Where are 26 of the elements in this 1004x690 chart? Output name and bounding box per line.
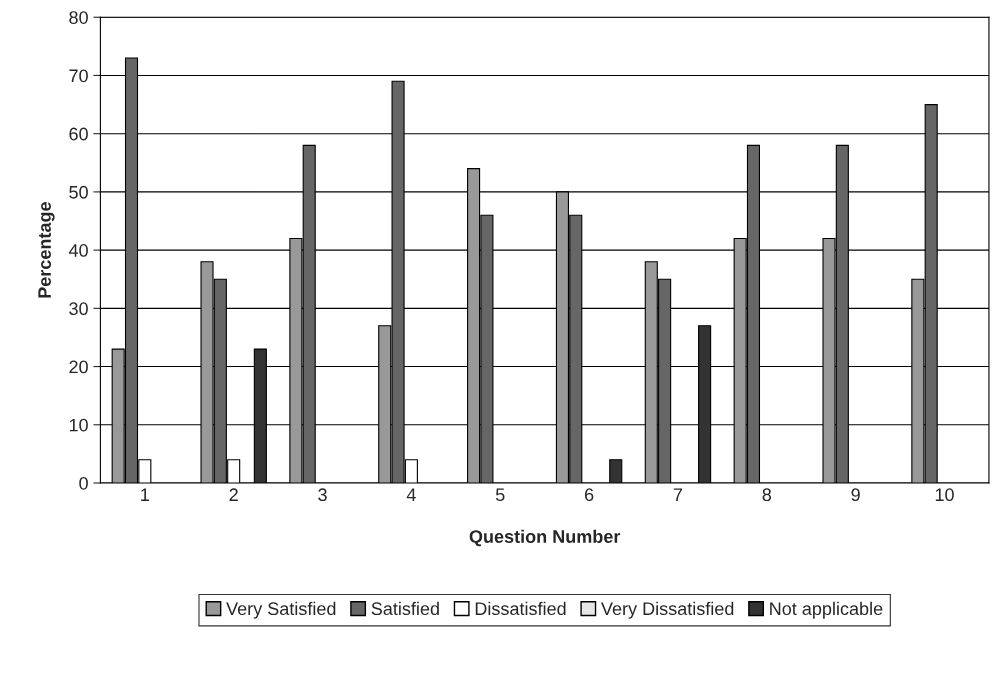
x-axis-title: Question Number [469,529,621,547]
y-tick-label: 20 [69,360,88,374]
x-tick-label: 1 [141,488,149,501]
legend-label: Dissatisfied [475,601,566,616]
x-tick-label: 5 [495,488,505,502]
legend-label: Very Dissatisfied [601,601,734,619]
legend-label: Very Satisfied [226,601,336,619]
x-tick-label: 4 [406,488,416,501]
y-tick-label: 0 [79,476,88,490]
y-tick-label: 70 [69,69,88,83]
y-tick-label: 40 [68,244,88,257]
y-tick-label: 80 [69,11,88,24]
y-tick-label: 30 [69,302,88,316]
y-tick-label: 50 [69,185,88,199]
legend-label: Not applicable [770,601,883,619]
legend-label: Satisfied [371,601,439,616]
x-tick-label: 6 [584,488,594,502]
x-tick-label: 9 [851,488,860,502]
x-tick-label: 7 [673,488,683,501]
y-tick-label: 60 [69,127,88,141]
x-tick-label: 2 [229,488,238,501]
y-axis-title: Percentage [38,202,55,298]
x-tick-label: 3 [318,488,327,502]
x-tick-label: 8 [762,488,772,502]
y-tick-label: 10 [69,418,88,432]
x-tick-label: 10 [935,488,954,502]
